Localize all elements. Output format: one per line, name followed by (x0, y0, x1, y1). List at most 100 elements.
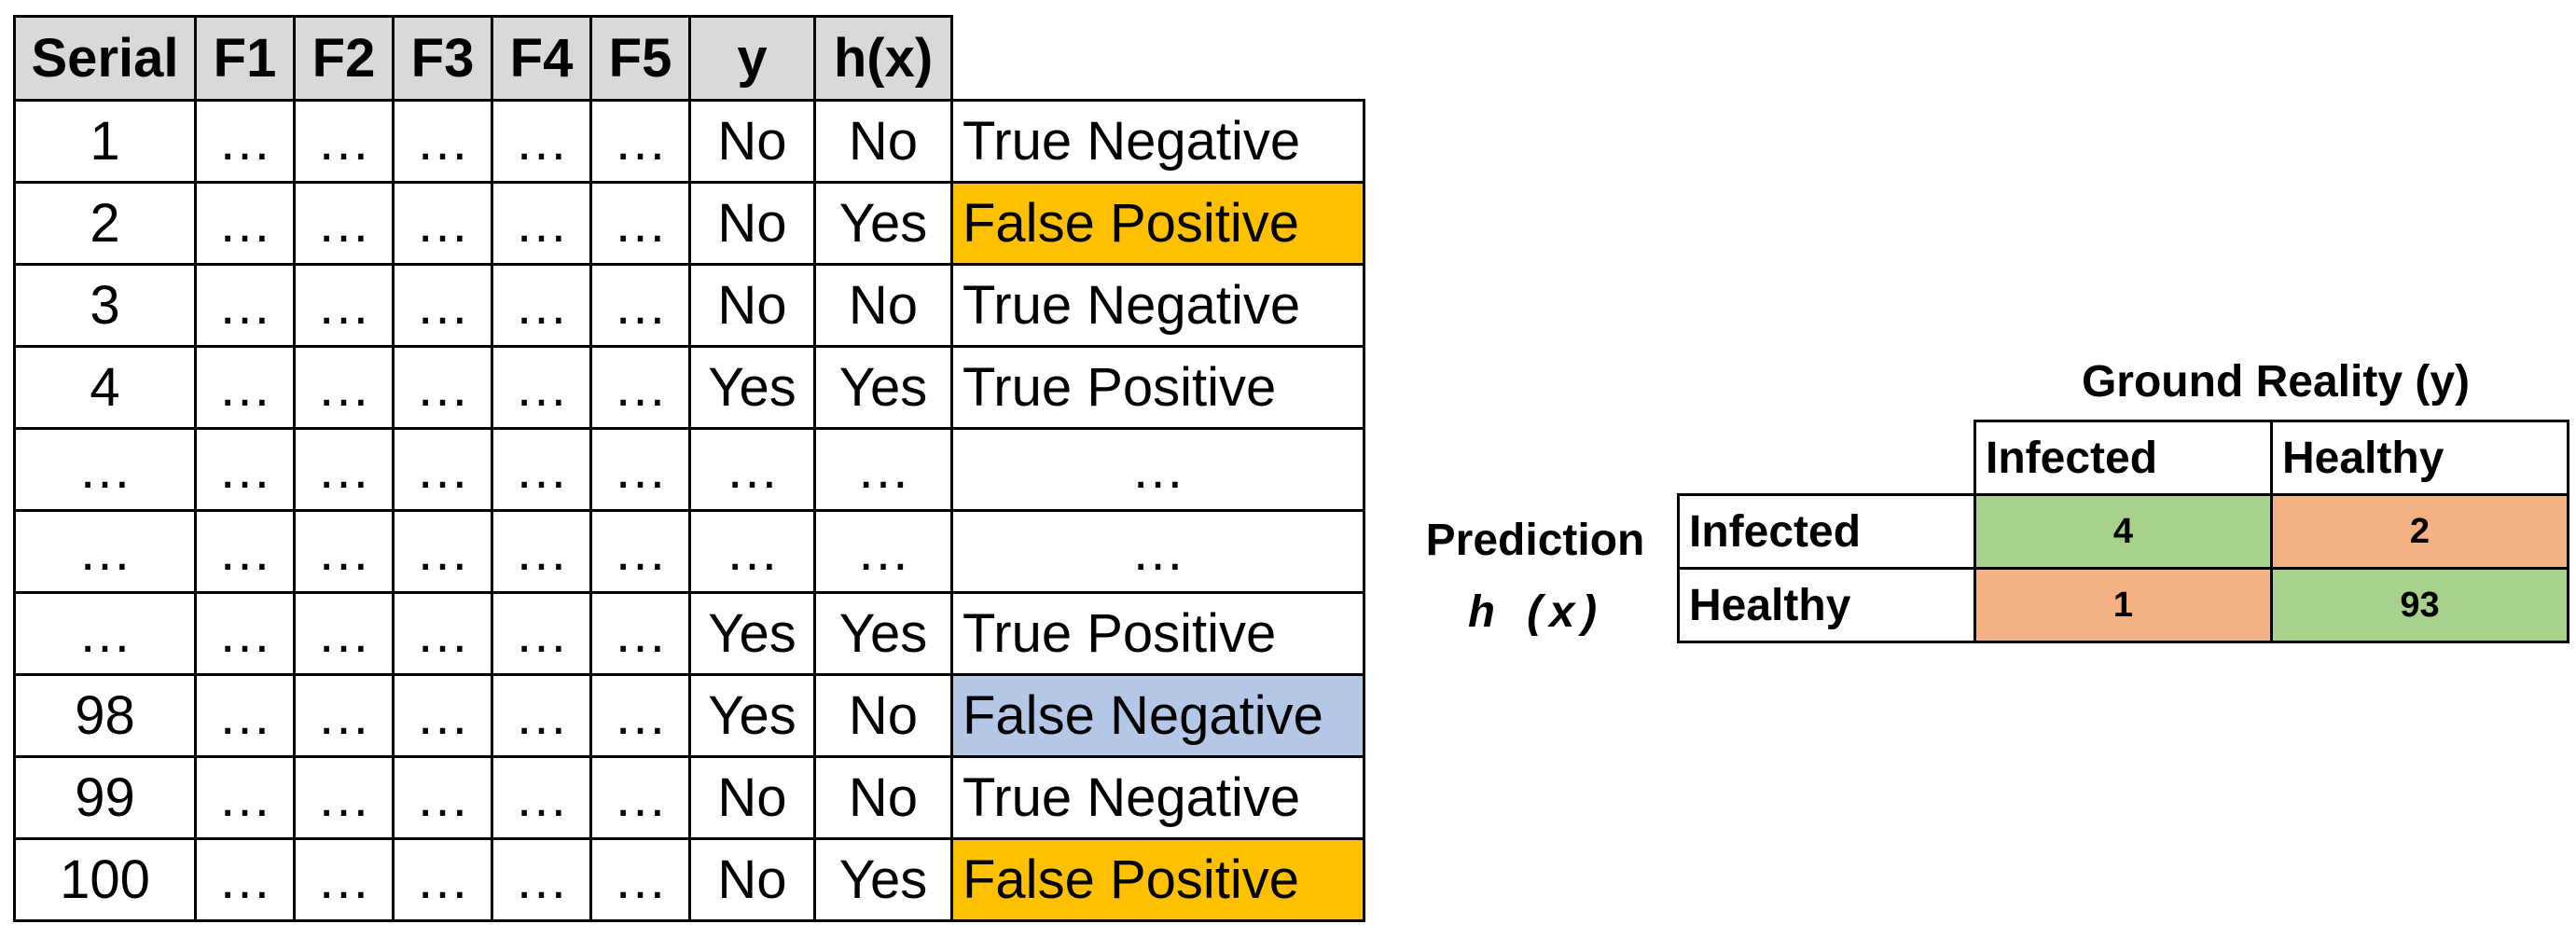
cell-f4: … (491, 755, 592, 840)
cell-y: No (688, 181, 816, 266)
cell-f3: … (392, 427, 493, 512)
cell-hx: … (813, 427, 953, 512)
cm-col-header-healthy: Healthy (2270, 420, 2569, 496)
cell-f2: … (293, 673, 395, 758)
cell-f3: … (392, 509, 493, 594)
cell-hx: … (813, 509, 953, 594)
cell-serial: … (13, 509, 197, 594)
table-row: 99…………… No No True Negative (13, 755, 1365, 840)
cell-f2: … (293, 591, 395, 676)
cell-serial: 3 (13, 263, 197, 348)
cell-f1: … (194, 99, 296, 184)
table-row: 3…………… No No True Negative (13, 263, 1365, 348)
header-f4: F4 (491, 15, 592, 102)
cell-y: No (688, 263, 816, 348)
cell-f1: … (194, 427, 296, 512)
cm-corner (1679, 421, 1975, 495)
cell-f5: … (589, 673, 691, 758)
table-row: 1…………… No No True Negative (13, 99, 1365, 184)
cm-col-header-infected: Infected (1974, 420, 2273, 496)
prediction-text: Prediction (1425, 516, 1645, 565)
cell-outcome: True Negative (950, 99, 1365, 184)
cell-serial: 99 (13, 755, 197, 840)
cell-hx: No (813, 263, 953, 348)
cell-f1: … (194, 181, 296, 266)
ground-reality-title: Ground Reality (y) (2081, 357, 2471, 407)
cell-f3: … (392, 837, 493, 922)
cell-outcome: False Positive (950, 181, 1365, 266)
cell-f1: … (194, 755, 296, 840)
cell-f1: … (194, 837, 296, 922)
table-row: 4…………… Yes Yes True Positive (13, 345, 1365, 430)
cell-y: … (688, 509, 816, 594)
cell-f1: … (194, 509, 296, 594)
cell-f2: … (293, 427, 395, 512)
cell-serial: … (13, 591, 197, 676)
cell-f1: … (194, 345, 296, 430)
header-f5: F5 (589, 15, 691, 102)
cell-f5: … (589, 755, 691, 840)
cell-f5: … (589, 263, 691, 348)
header-f2: F2 (293, 15, 395, 102)
cell-outcome: … (950, 509, 1365, 594)
cell-f3: … (392, 755, 493, 840)
table-row: 98…………… Yes No False Negative (13, 673, 1365, 758)
cell-f1: … (194, 591, 296, 676)
cell-f1: … (194, 673, 296, 758)
cell-y: No (688, 755, 816, 840)
header-serial: Serial (13, 15, 197, 102)
cell-f2: … (293, 345, 395, 430)
cm-cell-true-negative: 93 (2270, 567, 2569, 643)
cell-f2: … (293, 509, 395, 594)
cell-y: Yes (688, 591, 816, 676)
table-row: 2…………… No Yes False Positive (13, 181, 1365, 266)
cell-f3: … (392, 99, 493, 184)
cell-y: No (688, 837, 816, 922)
cell-y: No (688, 99, 816, 184)
table-row: ……………………… (13, 427, 1365, 512)
cell-f4: … (491, 427, 592, 512)
cell-f2: … (293, 181, 395, 266)
cell-f3: … (392, 345, 493, 430)
cm-cell-false-negative: 1 (1974, 567, 2273, 643)
cell-f5: … (589, 509, 691, 594)
cell-y: Yes (688, 345, 816, 430)
cell-f2: … (293, 755, 395, 840)
cell-f3: … (392, 263, 493, 348)
table-row: 100…………… No Yes False Positive (13, 837, 1365, 922)
confusion-matrix: Infected Healthy Infected 4 2 Healthy 1 … (1677, 420, 2569, 643)
cell-outcome: … (950, 427, 1365, 512)
cm-cell-true-positive: 4 (1974, 493, 2273, 570)
sample-data-table: Serial F1 F2 F3 F4 F5 y h(x) 1…………… No No T… (13, 15, 1365, 922)
header-f1: F1 (194, 15, 296, 102)
cell-serial: 98 (13, 673, 197, 758)
prediction-label: Prediction h (x) (1386, 503, 1684, 653)
cell-f3: … (392, 181, 493, 266)
cm-row-infected: Infected 4 2 (1677, 493, 2569, 570)
cell-hx: No (813, 673, 953, 758)
cell-serial: … (13, 427, 197, 512)
cell-f3: … (392, 673, 493, 758)
cell-f5: … (589, 181, 691, 266)
cell-hx: Yes (813, 345, 953, 430)
cell-f5: … (589, 591, 691, 676)
cell-f2: … (293, 837, 395, 922)
cm-header-row: Infected Healthy (1679, 420, 2569, 496)
cell-f4: … (491, 591, 592, 676)
cell-f4: … (491, 263, 592, 348)
cell-f4: … (491, 345, 592, 430)
cell-f4: … (491, 673, 592, 758)
cell-outcome: False Negative (950, 673, 1365, 758)
cell-f5: … (589, 345, 691, 430)
header-f3: F3 (392, 15, 493, 102)
cell-f5: … (589, 837, 691, 922)
cell-f2: … (293, 263, 395, 348)
cell-hx: Yes (813, 181, 953, 266)
table-row: ……………… Yes Yes True Positive (13, 591, 1365, 676)
cell-serial: 2 (13, 181, 197, 266)
cell-y: Yes (688, 673, 816, 758)
cell-y: … (688, 427, 816, 512)
cell-f4: … (491, 181, 592, 266)
header-blank (951, 16, 1364, 101)
cell-f1: … (194, 263, 296, 348)
